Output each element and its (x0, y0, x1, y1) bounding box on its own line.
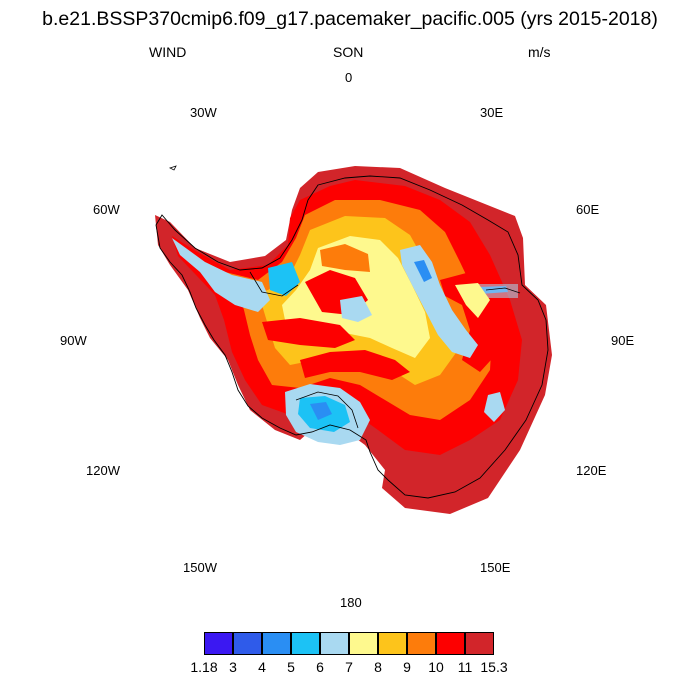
longitude-label-180: 180 (340, 595, 362, 610)
colorbar-box-2 (233, 632, 262, 655)
colorbar-box-10 (465, 632, 494, 655)
longitude-label-30w: 30W (190, 105, 217, 120)
longitude-label-60w: 60W (93, 202, 120, 217)
light-blue-interior (340, 296, 372, 322)
colorbar-box-8 (407, 632, 436, 655)
interior-red-streak-south (300, 350, 410, 380)
longitude-label-150w: 150W (183, 560, 217, 575)
longitude-label-120e: 120E (576, 463, 607, 478)
longitude-label-0: 0 (345, 70, 353, 85)
colorbar-label: 1.18 (190, 659, 218, 675)
colorbar-label: 7 (345, 659, 353, 675)
colorbar-box-4 (291, 632, 320, 655)
ronne-ice-shelf-edge (249, 271, 299, 297)
south-georgia-island (168, 165, 177, 171)
variable-label: WIND (149, 44, 187, 60)
colorbar-label: 15.3 (480, 659, 508, 675)
light-blue-peninsula (172, 238, 270, 312)
colorbar-label: 10 (428, 659, 444, 675)
colorbar-box-9 (436, 632, 465, 655)
longitude-label-90e: 90E (611, 333, 635, 348)
colorbar-label: 4 (258, 659, 266, 675)
yellow-arc-east (455, 283, 490, 318)
colorbar-label: 6 (316, 659, 324, 675)
ross-ice-shelf-edge (295, 391, 359, 429)
interior-red-streak-west (262, 318, 355, 348)
light-blue-east-coast (484, 392, 505, 422)
longitude-label-30e: 30E (480, 105, 504, 120)
blue-patch-peninsula (268, 262, 300, 296)
units-label: m/s (528, 44, 551, 60)
amery-ice-shelf-edge (485, 287, 521, 294)
longitude-label-120w: 120W (86, 463, 120, 478)
colorbar-label: 11 (457, 659, 473, 675)
colorbar-box-7 (378, 632, 407, 655)
colorbar-box-5 (320, 632, 349, 655)
light-blue-east (400, 245, 478, 358)
season-label: SON (333, 44, 364, 60)
longitude-label-90w: 90W (60, 333, 87, 348)
colorbar-box-6 (349, 632, 378, 655)
plot-title: b.e21.BSSP370cmip6.f09_g17.pacemaker_pac… (42, 8, 658, 30)
blue-patch-east (414, 260, 432, 282)
coastline (155, 175, 549, 499)
interior-orange-north (320, 244, 370, 272)
colorbar-label: 3 (229, 659, 237, 675)
colorbar-label: 8 (374, 659, 382, 675)
longitude-label-60e: 60E (576, 202, 600, 217)
colorbar-box-3 (262, 632, 291, 655)
blue-patch-ross-inner (310, 402, 332, 420)
colorbar-label: 5 (287, 659, 295, 675)
longitude-label-150e: 150E (480, 560, 511, 575)
colorbar-box-1 (204, 632, 233, 655)
colorbar-label: 9 (403, 659, 411, 675)
